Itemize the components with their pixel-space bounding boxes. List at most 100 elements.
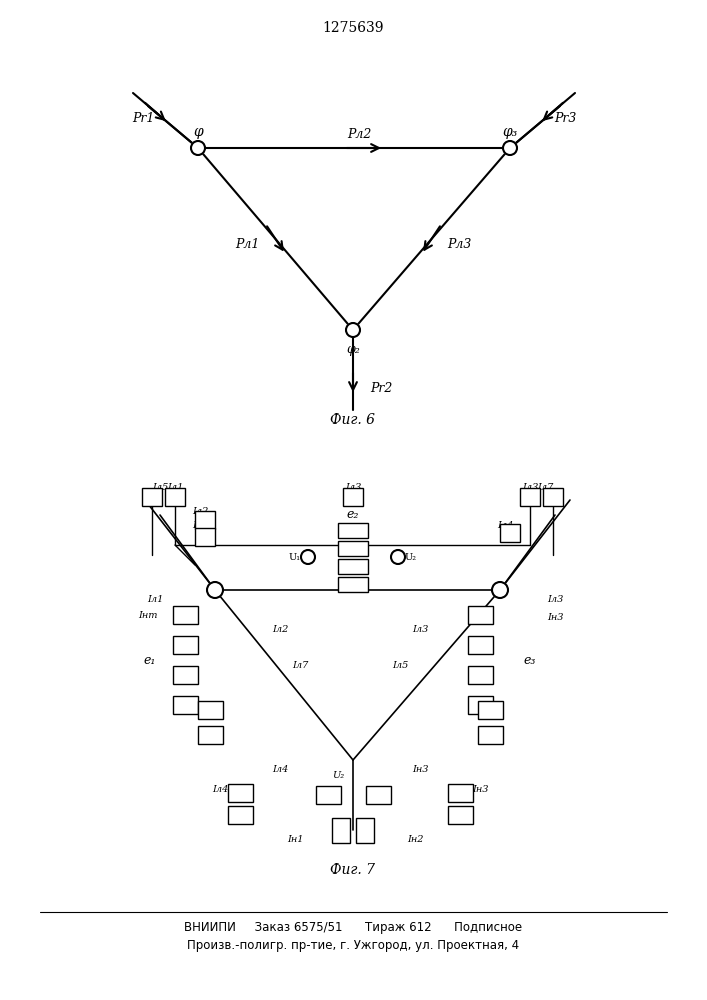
Text: 0: 0 — [338, 826, 344, 834]
Bar — [467, 606, 493, 624]
Text: Iл7: Iл7 — [537, 484, 553, 492]
Text: 17: 17 — [358, 826, 371, 834]
Circle shape — [191, 141, 205, 155]
Text: 20: 20 — [179, 700, 191, 710]
Bar — [315, 786, 341, 804]
Text: e₁: e₁ — [144, 654, 156, 666]
Bar — [338, 558, 368, 574]
Text: Iн1: Iн1 — [287, 836, 303, 844]
Bar — [195, 528, 215, 546]
Bar — [197, 701, 223, 719]
Text: 16: 16 — [484, 706, 496, 714]
Text: U₂: U₂ — [405, 552, 417, 562]
Text: Рr3: Рr3 — [554, 111, 576, 124]
Circle shape — [207, 582, 223, 598]
Text: 14: 14 — [484, 730, 496, 740]
Text: Iл4: Iл4 — [497, 522, 513, 530]
Text: 11: 11 — [547, 492, 559, 502]
Text: 10: 10 — [199, 532, 211, 542]
Bar — [356, 818, 374, 842]
Text: Iл5: Iл5 — [392, 660, 408, 670]
Bar — [173, 666, 197, 684]
Bar — [195, 511, 215, 529]
Text: 15: 15 — [454, 788, 466, 798]
Text: Iл1: Iл1 — [147, 595, 163, 604]
Text: Iл3: Iл3 — [345, 484, 361, 492]
Bar — [520, 488, 540, 506]
Text: Фиг. 7: Фиг. 7 — [330, 863, 375, 877]
Circle shape — [301, 550, 315, 564]
Text: φ₃: φ₃ — [502, 125, 518, 139]
Text: Iл3: Iл3 — [547, 595, 563, 604]
Bar — [500, 524, 520, 542]
Bar — [332, 818, 350, 842]
Bar — [338, 522, 368, 538]
Text: Iл2: Iл2 — [192, 508, 208, 516]
Text: φ: φ — [193, 125, 203, 139]
Text: Iл4: Iл4 — [212, 786, 228, 794]
Text: 13: 13 — [346, 492, 359, 502]
Bar — [477, 726, 503, 744]
Bar — [165, 488, 185, 506]
Bar — [197, 726, 223, 744]
Text: ВНИИПИ     Заказ 6575/51      Тираж 612      Подписное: ВНИИПИ Заказ 6575/51 Тираж 612 Подписное — [184, 922, 522, 934]
Circle shape — [492, 582, 508, 598]
Text: 1275639: 1275639 — [322, 21, 384, 35]
Text: Iл4: Iл4 — [192, 522, 208, 530]
Text: Iл5: Iл5 — [152, 484, 168, 492]
Text: 19: 19 — [474, 641, 486, 650]
Text: 17: 17 — [346, 580, 359, 588]
Text: 11: 11 — [146, 492, 158, 502]
Text: Iл3: Iл3 — [411, 626, 428, 635]
Text: 15: 15 — [372, 790, 384, 800]
Bar — [366, 786, 390, 804]
Text: Iн3: Iн3 — [472, 786, 489, 794]
Text: 14: 14 — [204, 730, 216, 740]
Text: Iл4: Iл4 — [271, 766, 288, 774]
Text: 17: 17 — [179, 670, 192, 680]
Bar — [467, 636, 493, 654]
Bar — [338, 576, 368, 591]
Text: U₂: U₂ — [332, 770, 344, 780]
Text: Iн2: Iн2 — [407, 836, 423, 844]
Text: 15: 15 — [234, 810, 246, 820]
Text: Рл1: Рл1 — [235, 237, 259, 250]
Text: Iн3: Iн3 — [411, 766, 428, 774]
Text: 18: 18 — [474, 610, 486, 619]
Text: φ₂: φ₂ — [346, 344, 360, 357]
Bar — [467, 666, 493, 684]
Text: 16: 16 — [347, 526, 359, 534]
Bar — [142, 488, 162, 506]
Bar — [173, 606, 197, 624]
Text: e₃: e₃ — [524, 654, 536, 666]
Text: e₂: e₂ — [347, 508, 359, 522]
Text: Iл1: Iл1 — [167, 484, 183, 492]
Text: 13: 13 — [524, 492, 536, 502]
Text: 19: 19 — [179, 641, 191, 650]
Text: 19: 19 — [347, 562, 359, 570]
Text: 18: 18 — [179, 610, 191, 619]
Text: Рr2: Рr2 — [370, 381, 392, 394]
Text: 15: 15 — [322, 790, 334, 800]
Bar — [343, 488, 363, 506]
Text: в.к2: в.к2 — [344, 544, 362, 552]
Text: 17: 17 — [474, 670, 486, 680]
Text: 20: 20 — [474, 700, 486, 710]
Text: Рл2: Рл2 — [347, 127, 371, 140]
Text: 14: 14 — [504, 528, 516, 538]
Text: Рr1: Рr1 — [132, 111, 154, 124]
Text: Iнт: Iнт — [139, 610, 158, 619]
Bar — [173, 696, 197, 714]
Text: Iл3: Iл3 — [522, 484, 538, 492]
Text: 15: 15 — [204, 706, 216, 714]
Circle shape — [346, 323, 360, 337]
Bar — [173, 636, 197, 654]
Bar — [448, 806, 472, 824]
Bar — [228, 784, 252, 802]
Text: Iл7: Iл7 — [292, 660, 308, 670]
Text: 15: 15 — [234, 788, 246, 798]
Text: Рл3: Рл3 — [448, 237, 472, 250]
Text: 13: 13 — [169, 492, 181, 502]
Circle shape — [503, 141, 517, 155]
Bar — [228, 806, 252, 824]
